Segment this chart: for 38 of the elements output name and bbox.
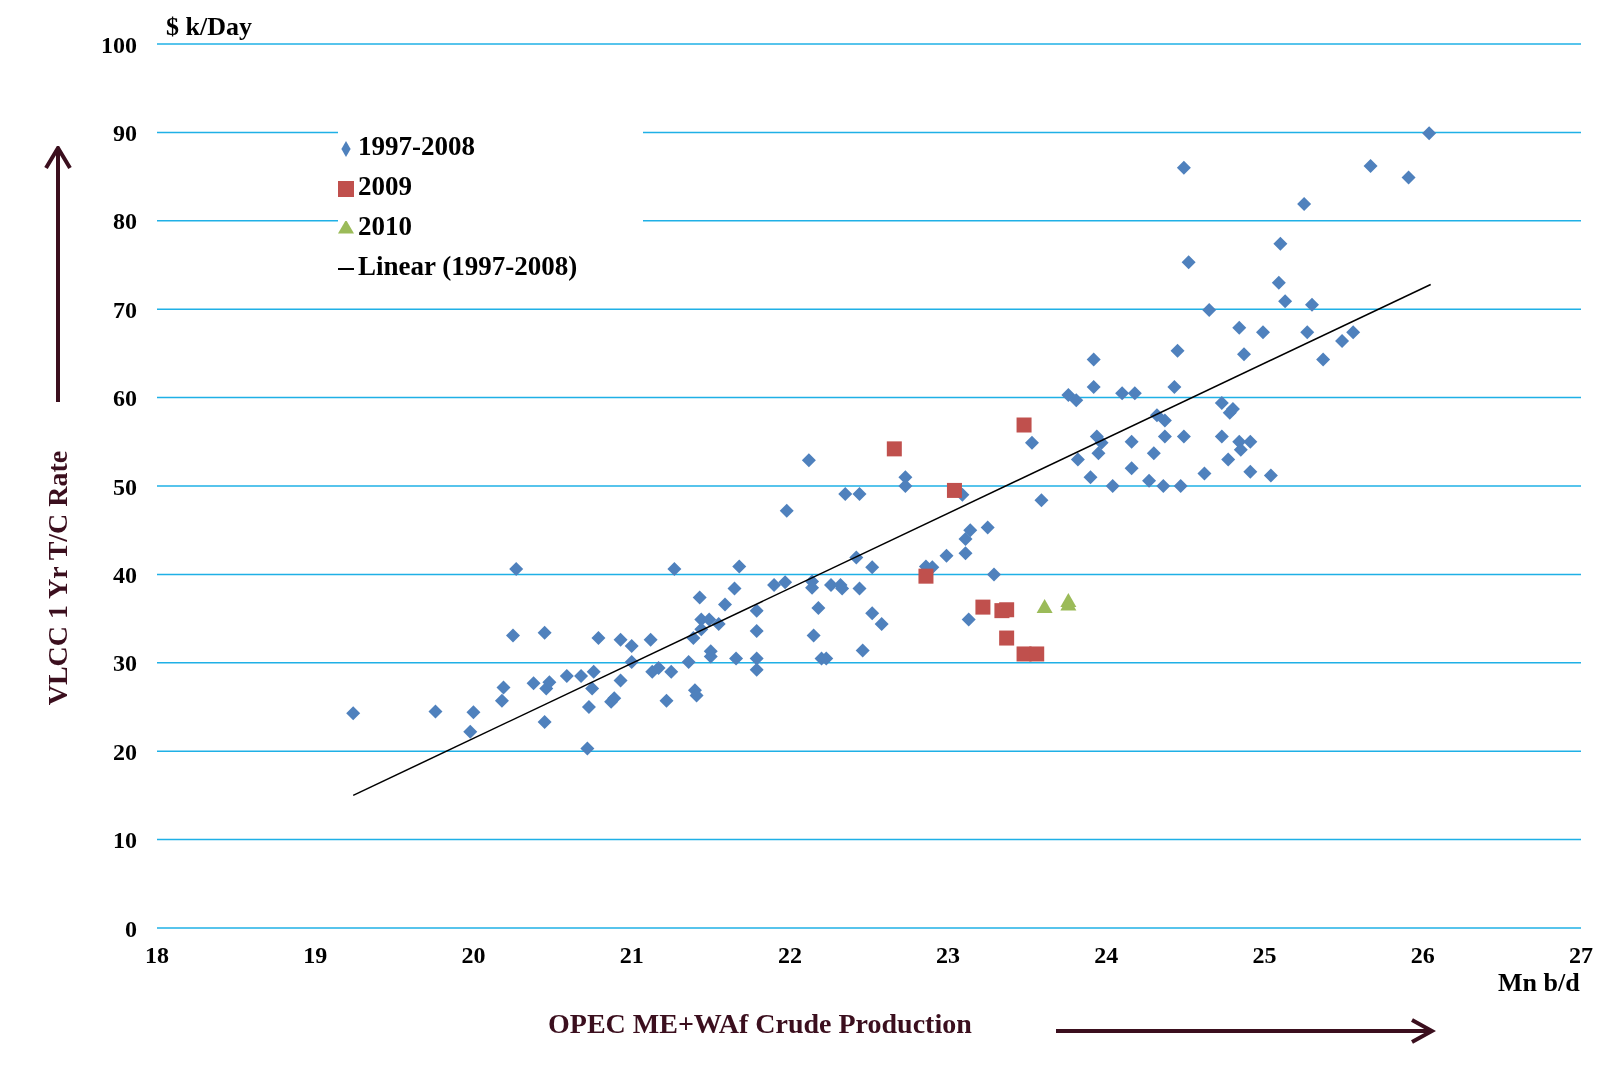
legend-label: 1997-2008 <box>358 131 475 161</box>
x-tick-label: 24 <box>1094 942 1119 969</box>
point <box>999 602 1015 618</box>
x-tick-label: 22 <box>777 942 802 969</box>
y-tick-label: 50 <box>113 473 137 500</box>
y-tick-label: 100 <box>101 31 137 58</box>
legend-label: 2010 <box>358 211 412 241</box>
text: $ k/Day <box>166 12 252 42</box>
x-tick-label: 18 <box>145 942 169 969</box>
y-tick-label: 40 <box>113 561 137 588</box>
x-tick-label: 26 <box>1410 942 1435 969</box>
y-tick-label: 60 <box>113 385 137 412</box>
x-tick-label: 25 <box>1252 942 1277 969</box>
point <box>886 441 902 457</box>
point <box>946 482 962 498</box>
y-tick-label: 0 <box>125 915 137 942</box>
point <box>1016 417 1032 433</box>
y-axis-title: VLCC 1 Yr T/C Rate <box>42 450 74 706</box>
text: Mn b/d <box>1498 968 1580 998</box>
point <box>1036 599 1053 614</box>
x-tick-label: 23 <box>936 942 961 969</box>
x-tick-label: 19 <box>303 942 328 969</box>
y-tick-label: 70 <box>113 296 137 323</box>
legend-label: Linear (1997-2008) <box>358 251 578 281</box>
point <box>999 630 1015 646</box>
legend-label: 2009 <box>358 171 412 201</box>
x-tick-label: 27 <box>1569 942 1593 969</box>
y-tick-label: 10 <box>113 827 137 854</box>
y-tick-label: 20 <box>113 738 137 765</box>
y-tick-label: 30 <box>113 650 137 677</box>
y-tick-label: 90 <box>113 119 137 146</box>
x-tick-label: 20 <box>461 942 486 969</box>
x-tick-label: 21 <box>619 942 644 969</box>
y-tick-label: 80 <box>113 208 137 235</box>
point <box>918 568 934 584</box>
x-axis-title: OPEC ME+WAf Crude Production <box>548 1008 972 1040</box>
point <box>1029 646 1045 662</box>
point <box>975 599 991 615</box>
